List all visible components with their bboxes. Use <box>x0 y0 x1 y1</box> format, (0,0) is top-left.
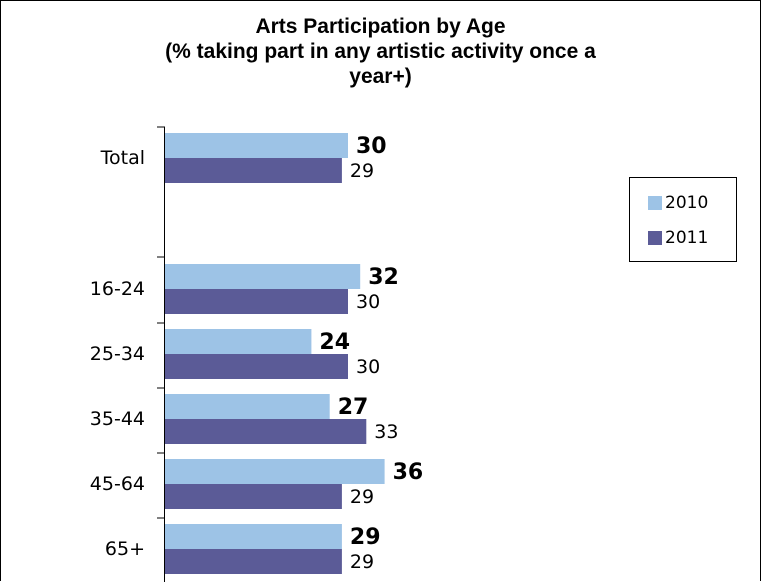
data-label-2010: 24 <box>319 330 350 355</box>
chart-title-block: Arts Participation by Age (% taking part… <box>0 14 761 89</box>
legend-swatch-2010 <box>648 196 662 210</box>
chart-title: Arts Participation by Age <box>255 15 506 38</box>
chart-subtitle-line-2: year+) <box>349 65 412 88</box>
data-label-2011: 33 <box>374 421 398 443</box>
legend-swatch-2011 <box>648 231 662 245</box>
bar-2011 <box>165 289 348 314</box>
category-label: 25-34 <box>90 343 145 365</box>
data-label-2011: 29 <box>350 551 374 573</box>
bar-2011 <box>165 484 342 509</box>
data-label-2010: 32 <box>368 265 399 290</box>
legend-item-2011: 2011 <box>648 226 708 250</box>
chart-subtitle-line-1: (% taking part in any artistic activity … <box>165 40 596 63</box>
bar-2011 <box>165 419 367 444</box>
data-label-2010: 30 <box>356 134 387 159</box>
data-label-2010: 27 <box>338 395 369 420</box>
data-label-2010: 29 <box>350 525 381 550</box>
data-label-2011: 29 <box>350 160 374 182</box>
bar-2011 <box>165 354 348 379</box>
bar-2010 <box>165 329 312 354</box>
data-label-2010: 36 <box>393 460 424 485</box>
category-label: Total <box>100 147 145 169</box>
legend: 2010 2011 <box>629 177 737 262</box>
bar-2011 <box>165 549 342 574</box>
legend-label-2010: 2010 <box>665 193 709 213</box>
category-label: 16-24 <box>90 278 145 300</box>
data-label-2011: 30 <box>356 356 380 378</box>
bar-2011 <box>165 158 342 183</box>
category-label: 45-64 <box>90 473 145 495</box>
bar-2010 <box>165 394 330 419</box>
category-label: 65+ <box>105 538 145 560</box>
legend-item-2010: 2010 <box>648 191 708 215</box>
bar-2010 <box>165 133 348 158</box>
category-label: 35-44 <box>90 408 145 430</box>
data-label-2011: 30 <box>356 291 380 313</box>
bar-2010 <box>165 264 361 289</box>
bar-2010 <box>165 524 342 549</box>
bar-2010 <box>165 459 385 484</box>
data-label-2011: 29 <box>350 486 374 508</box>
legend-label-2011: 2011 <box>665 228 709 248</box>
